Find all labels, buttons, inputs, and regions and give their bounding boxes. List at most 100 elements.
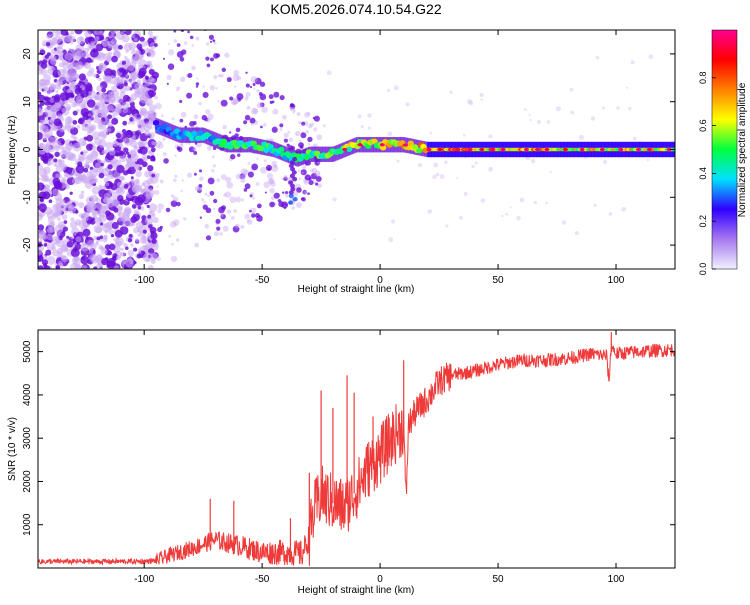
noise-speckle (78, 73, 86, 81)
noise-speckle (136, 229, 140, 233)
noise-speckle (55, 207, 62, 214)
snr-y-axis: 1000 2000 3000 4000 5000 (22, 340, 675, 536)
noise-speckle (232, 225, 240, 233)
noise-speckle (69, 82, 76, 88)
noise-speckle (151, 238, 157, 244)
noise-speckle (38, 191, 47, 200)
noise-speckle (123, 242, 128, 248)
noise-speckle (142, 229, 147, 234)
noise-speckle (38, 177, 41, 181)
noise-speckle (251, 196, 255, 200)
noise-speckle (148, 203, 158, 213)
noise-speckle (625, 86, 629, 89)
trace-point (220, 138, 228, 145)
noise-speckle (295, 201, 302, 208)
noise-speckle (246, 105, 251, 110)
noise-speckle (66, 88, 72, 94)
noise-speckle (49, 58, 57, 65)
noise-speckle (118, 67, 124, 73)
noise-speckle (76, 36, 85, 45)
noise-speckle (87, 113, 92, 117)
noise-speckle (105, 56, 112, 62)
noise-speckle (154, 95, 158, 100)
noise-speckle (226, 181, 234, 189)
noise-speckle (74, 30, 83, 35)
trace-point (379, 144, 387, 151)
noise-speckle (191, 44, 195, 47)
noise-speckle (118, 142, 123, 148)
noise-speckle (123, 184, 129, 189)
noise-speckle (139, 94, 149, 104)
noise-speckle (212, 164, 216, 168)
noise-speckle (303, 190, 307, 195)
noise-speckle (195, 85, 199, 88)
noise-speckle (488, 134, 493, 139)
noise-speckle (308, 180, 314, 186)
snr-noise-line (38, 343, 675, 567)
noise-speckle (272, 108, 279, 115)
noise-speckle (43, 106, 53, 116)
trace-hotspot (579, 147, 585, 152)
noise-speckle (123, 136, 133, 146)
trace-hotspot (523, 147, 529, 152)
noise-speckle (97, 118, 103, 125)
noise-speckle (241, 198, 245, 202)
noise-speckle (168, 49, 175, 56)
noise-speckle (205, 56, 210, 61)
noise-speckle (81, 265, 88, 269)
noise-speckle (82, 30, 87, 33)
noise-speckle (220, 213, 224, 217)
noise-speckle (84, 150, 89, 154)
noise-speckle (168, 14, 171, 17)
noise-speckle (232, 100, 237, 106)
x-tick-label: 0 (377, 275, 383, 286)
noise-speckle (142, 157, 146, 161)
noise-speckle (307, 192, 310, 196)
noise-speckle (128, 42, 137, 51)
trace-hotspot (426, 147, 432, 152)
noise-speckle (333, 238, 336, 241)
noise-speckle (165, 207, 171, 213)
noise-speckle (64, 172, 70, 178)
noise-speckle (249, 209, 252, 213)
noise-speckle (51, 30, 57, 34)
snr-x-axis: -100 -50 0 50 100 (134, 330, 625, 585)
noise-speckle (93, 266, 98, 269)
noise-speckle (231, 216, 235, 220)
noise-speckle (132, 134, 136, 139)
noise-speckle (140, 206, 145, 211)
y-tick-label: 4000 (22, 383, 33, 406)
noise-speckle (155, 172, 160, 178)
noise-speckle (92, 235, 98, 241)
noise-speckle (259, 102, 265, 108)
noise-speckle (175, 238, 180, 242)
noise-speckle (169, 221, 177, 228)
noise-speckle (293, 109, 296, 113)
noise-speckle (72, 110, 78, 116)
noise-speckle (110, 30, 117, 35)
noise-speckle (109, 159, 116, 165)
noise-speckle (65, 32, 69, 36)
noise-speckle (80, 190, 85, 195)
noise-speckle (435, 172, 440, 177)
colorbar-tick-label: 0.2 (698, 215, 708, 228)
noise-speckle (311, 167, 318, 174)
y-tick-label: 10 (22, 96, 33, 108)
noise-speckle (220, 174, 227, 180)
noise-speckle (87, 89, 97, 99)
noise-speckle (549, 170, 552, 174)
noise-speckle (144, 75, 150, 80)
noise-speckle (78, 80, 82, 84)
noise-speckle (300, 197, 304, 201)
noise-speckle (38, 203, 47, 212)
noise-speckle (125, 130, 134, 139)
noise-speckle (148, 223, 153, 229)
noise-speckle (123, 64, 128, 69)
snr-series-line (38, 332, 675, 567)
noise-speckle (163, 158, 169, 164)
noise-speckle (266, 173, 274, 180)
noise-speckle (595, 55, 600, 60)
noise-speckle (221, 67, 226, 73)
noise-speckle (405, 102, 410, 107)
trace-side-lobe (288, 180, 294, 185)
